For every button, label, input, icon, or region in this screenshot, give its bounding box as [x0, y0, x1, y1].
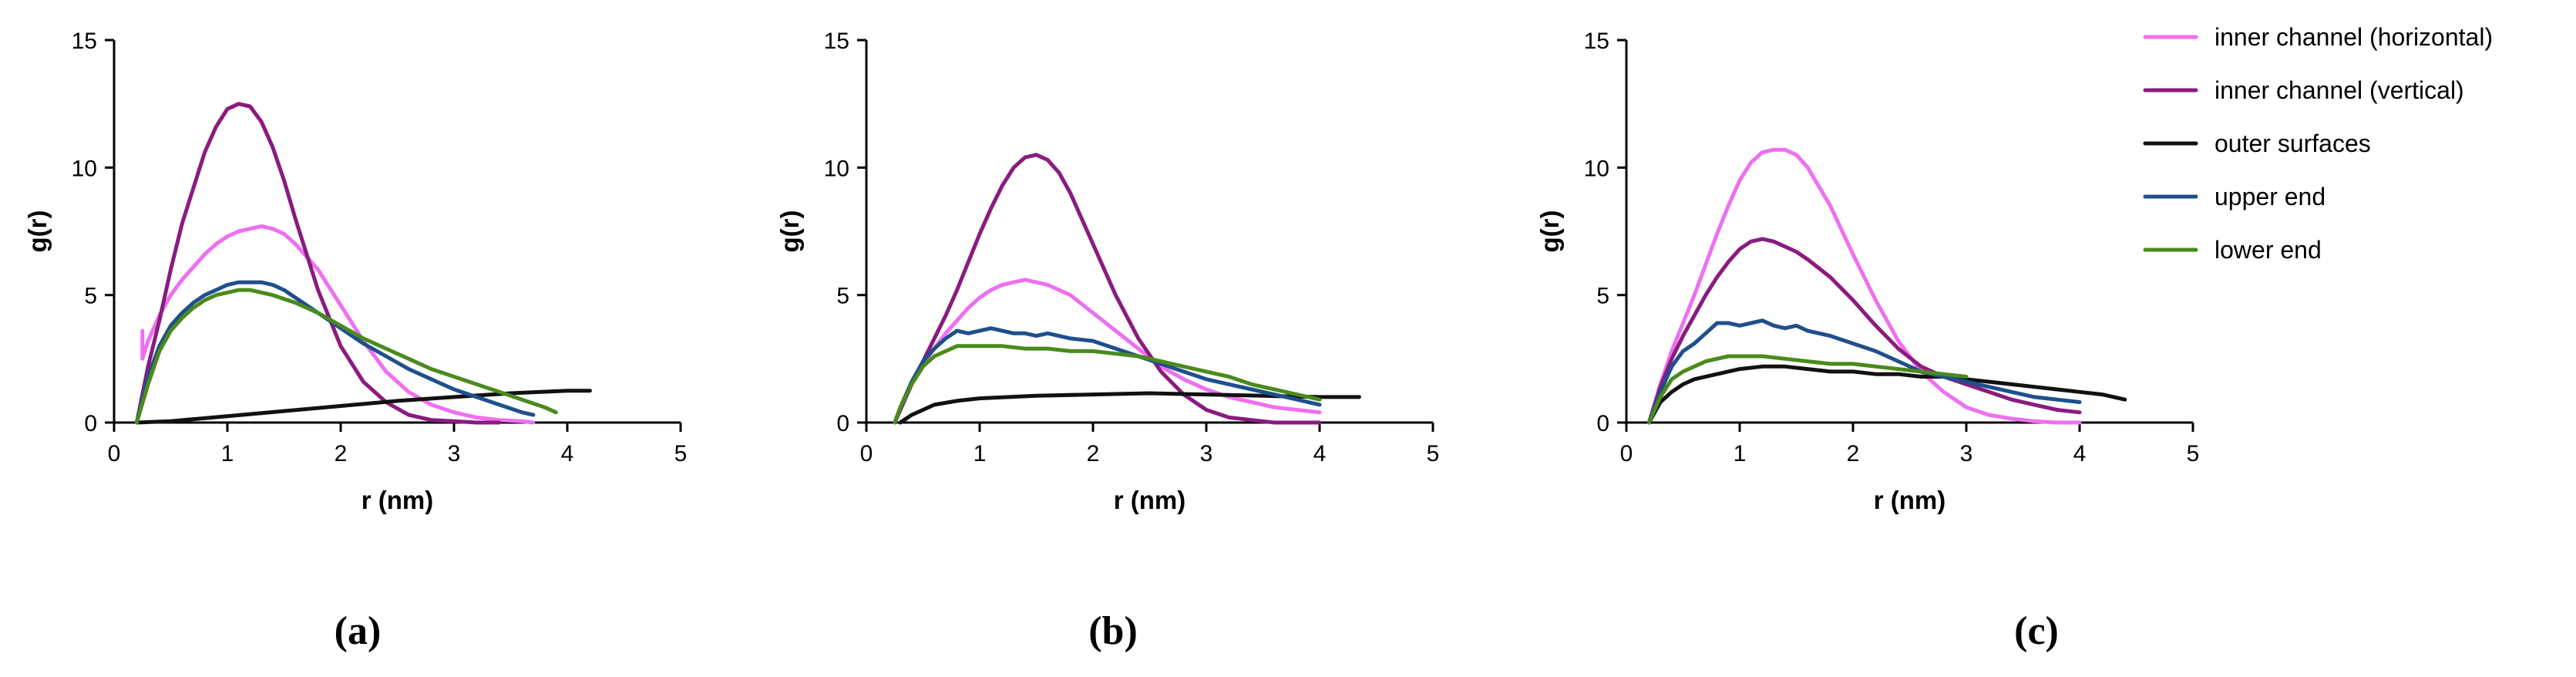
legend-label-inner-channel-vertical: inner channel (vertical) [2214, 76, 2464, 104]
x-tick-label: 5 [1427, 441, 1440, 466]
x-tick-label: 1 [1734, 441, 1747, 466]
series-line-outer-surfaces [898, 391, 1361, 425]
series-line-upper-end [134, 280, 536, 425]
x-tick-label: 4 [1313, 441, 1327, 466]
x-tick-label: 5 [674, 441, 688, 466]
series-line-lower-end [893, 344, 1322, 425]
y-axis-title: g(r) [775, 211, 804, 253]
series-line-inner-channel-vertical [1646, 237, 2082, 425]
x-tick-label: 4 [2073, 441, 2087, 466]
y-tick-label: 5 [836, 284, 849, 309]
x-tick-label: 1 [974, 441, 987, 466]
legend-label-outer-surfaces: outer surfaces [2214, 130, 2371, 157]
legend-label-inner-channel-horizontal: inner channel (horizontal) [2214, 23, 2493, 51]
x-tick-label: 0 [1620, 441, 1633, 466]
series-line-inner-channel-vertical [893, 153, 1322, 425]
chart-panel-c: 0 1 2 3 4 5 0 5 10 15 r (nm) g(r) (c) [1535, 29, 2199, 653]
x-tick-label: 0 [860, 441, 873, 466]
y-tick-label: 10 [824, 156, 849, 181]
x-tick-label: 3 [1200, 441, 1213, 466]
y-tick-label: 15 [824, 29, 849, 54]
series-line-outer-surfaces [1646, 364, 2127, 425]
x-tick-label: 0 [108, 441, 121, 466]
x-tick-label: 3 [448, 441, 461, 466]
y-tick-label: 0 [84, 411, 97, 436]
x-tick-label: 3 [1960, 441, 1973, 466]
y-tick-label: 15 [72, 29, 97, 54]
y-tick-label: 10 [72, 156, 97, 181]
y-tick-label: 5 [1596, 284, 1609, 309]
x-tick-label: 4 [561, 441, 574, 466]
series-line-lower-end [134, 288, 558, 425]
y-tick-label: 15 [1584, 29, 1609, 54]
series-line-upper-end [893, 326, 1322, 425]
panel-label: (c) [2014, 609, 2059, 653]
x-tick-label: 2 [1847, 441, 1860, 466]
y-axis-title: g(r) [1535, 211, 1564, 253]
series-line-upper-end [1646, 318, 2082, 425]
series-line-outer-surfaces [134, 389, 592, 425]
x-tick-label: 5 [2187, 441, 2200, 466]
x-axis-title: r (nm) [1874, 486, 1946, 514]
series-line-lower-end [1646, 354, 1969, 425]
x-tick-label: 2 [1087, 441, 1100, 466]
y-tick-label: 5 [84, 284, 97, 309]
y-tick-label: 10 [1584, 156, 1609, 181]
legend-label-lower-end: lower end [2214, 236, 2322, 264]
series-line-inner-channel-vertical [134, 102, 502, 425]
x-tick-label: 1 [221, 441, 234, 466]
x-axis-title: r (nm) [362, 486, 434, 514]
series-line-inner-channel-horizontal [1646, 147, 2082, 425]
y-axis-title: g(r) [23, 211, 52, 253]
chart-panel-a: 0 1 2 3 4 5 0 5 10 15 r (nm) g(r) (a) [23, 29, 687, 653]
y-tick-label: 0 [836, 411, 849, 436]
legend: inner channel (horizontal) inner channel … [2143, 23, 2493, 264]
x-tick-label: 2 [335, 441, 348, 466]
series-line-inner-channel-horizontal [140, 224, 536, 425]
legend-label-upper-end: upper end [2214, 183, 2325, 211]
x-axis-title: r (nm) [1114, 486, 1186, 514]
panel-label: (a) [335, 609, 382, 653]
chart-panel-b: 0 1 2 3 4 5 0 5 10 15 r (nm) g(r) (b) [775, 29, 1439, 653]
y-tick-label: 0 [1596, 411, 1609, 436]
panel-label: (b) [1088, 609, 1138, 653]
